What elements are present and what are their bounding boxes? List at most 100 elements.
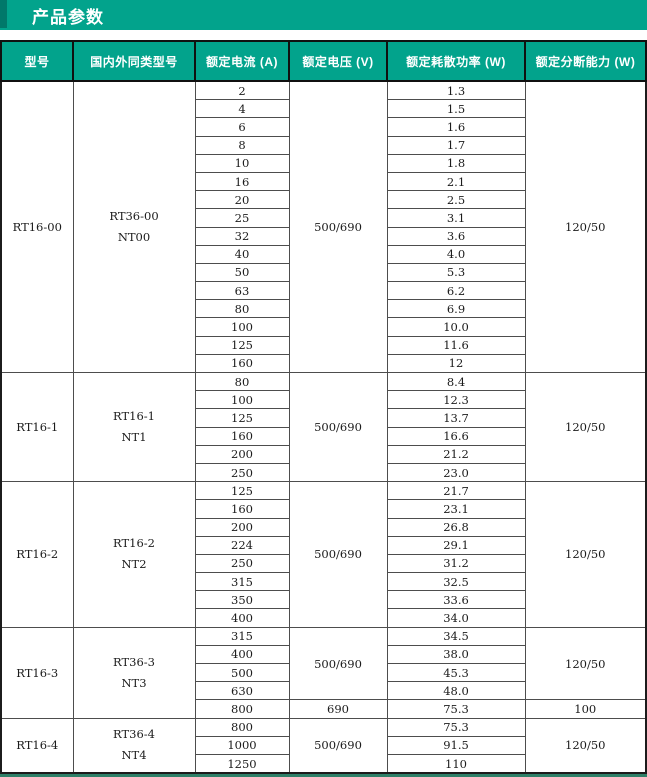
- column-header-breaking-capacity: 额定分断能力 (W): [524, 40, 647, 82]
- column-header-equivalent: 国内外同类型号: [72, 40, 196, 82]
- power-dissipation-cell: 11.6: [386, 335, 526, 355]
- table-row: 400 34.0: [1, 608, 646, 628]
- power-dissipation-cell: 75.3: [386, 717, 526, 737]
- rated-current-cell: 250: [194, 553, 290, 574]
- rated-current-cell: 100: [194, 390, 290, 410]
- rated-current-cell: 63: [194, 281, 290, 301]
- table-row: 4 1.5: [1, 99, 646, 119]
- table-row: RT16-4 RT36-4 NT4 800 500/690 75.3 120/50: [0, 717, 647, 774]
- power-dissipation-cell: 45.3: [386, 662, 526, 683]
- model-cell: RT16-00: [0, 80, 74, 373]
- table-row: 20 2.5: [1, 190, 646, 210]
- rated-current-cell: 125: [194, 481, 290, 501]
- column-header-model: 型号: [0, 40, 74, 82]
- power-dissipation-cell: 75.3: [386, 699, 526, 719]
- table-row: 160 12: [1, 353, 646, 374]
- rated-current-cell: 125: [194, 408, 290, 428]
- table-row: 800 690 75.3 100: [1, 699, 647, 719]
- rated-current-cell: 80: [194, 371, 290, 392]
- power-dissipation-cell: 48.0: [386, 681, 526, 701]
- power-dissipation-cell: 34.0: [386, 608, 526, 628]
- page-title: 产品参数: [32, 7, 104, 27]
- table-row: 200 21.2: [1, 444, 646, 464]
- breaking-capacity-cell: 100: [524, 699, 647, 719]
- power-dissipation-cell: 6.9: [386, 299, 526, 319]
- power-dissipation-cell: 1.7: [386, 135, 526, 155]
- power-dissipation-cell: 2.5: [386, 190, 526, 210]
- model-cell: RT16-4: [0, 717, 74, 774]
- power-dissipation-cell: 26.8: [386, 517, 526, 537]
- rated-current-cell: 100: [194, 317, 290, 337]
- table-row: RT16-2 RT16-2 NT2 125 500/690 21.7 120/50: [0, 481, 647, 628]
- rated-current-cell: 125: [194, 335, 290, 355]
- equivalent-model-line: RT16-2: [113, 536, 155, 551]
- table-row: 250 31.2: [1, 553, 646, 574]
- rated-current-cell: 400: [194, 644, 290, 665]
- power-dissipation-cell: 23.1: [386, 499, 526, 519]
- power-dissipation-cell: 4.0: [386, 244, 526, 264]
- rated-current-cell: 800: [194, 717, 290, 737]
- power-dissipation-cell: 91.5: [386, 735, 526, 755]
- power-dissipation-cell: 110: [386, 753, 526, 774]
- power-dissipation-cell: 13.7: [386, 408, 526, 428]
- equivalent-model-cell: RT16-2 NT2: [72, 481, 196, 628]
- table-row: 400 38.0: [1, 644, 646, 665]
- column-header-rated-current: 额定电流 (A): [194, 40, 290, 82]
- power-dissipation-cell: 23.0: [386, 462, 526, 483]
- power-dissipation-cell: 1.3: [386, 80, 526, 101]
- breaking-capacity-cell: 120/50: [524, 80, 647, 373]
- rated-current-cell: 800: [194, 699, 290, 719]
- power-dissipation-cell: 12.3: [386, 390, 526, 410]
- power-dissipation-cell: 21.2: [386, 444, 526, 464]
- rated-current-cell: 160: [194, 426, 290, 446]
- table-row: 63 6.2: [1, 281, 646, 301]
- rated-current-cell: 80: [194, 299, 290, 319]
- equivalent-model-line: RT36-3: [113, 654, 155, 669]
- rated-current-cell: 630: [194, 681, 290, 701]
- table-body: RT16-00 RT36-00 NT00 2 500/690 1.3 120/50 4 1.5 6…: [0, 80, 647, 774]
- section-title-bar: 产品参数: [0, 0, 647, 30]
- rated-current-cell: 500: [194, 662, 290, 683]
- rated-current-cell: 200: [194, 517, 290, 537]
- equivalent-model-line: NT1: [121, 430, 147, 445]
- power-dissipation-cell: 31.2: [386, 553, 526, 574]
- equivalent-model-cell: RT16-1 NT1: [72, 371, 196, 483]
- equivalent-model-line: RT36-4: [113, 727, 155, 742]
- rated-voltage-cell: 500/690: [288, 481, 388, 628]
- rated-current-cell: 8: [194, 135, 290, 155]
- equivalent-model-cell: RT36-4 NT4: [72, 717, 196, 774]
- table-row: 32 3.6: [1, 226, 646, 246]
- table-row: 224 29.1: [1, 535, 646, 555]
- rated-current-cell: 200: [194, 444, 290, 464]
- title-accent-block: [0, 0, 7, 28]
- column-header-rated-voltage: 额定电压 (V): [288, 40, 388, 82]
- power-dissipation-cell: 8.4: [386, 371, 526, 392]
- table-row: 350 33.6: [1, 590, 646, 610]
- table-row: 50 5.3: [1, 262, 646, 283]
- table-row: 125 13.7: [1, 408, 646, 428]
- table-row: 6 1.6: [1, 117, 646, 137]
- table-row: 100 10.0: [1, 317, 646, 337]
- equivalent-model-line: NT2: [121, 557, 147, 572]
- power-dissipation-cell: 3.6: [386, 226, 526, 246]
- rated-current-cell: 250: [194, 462, 290, 483]
- rated-voltage-cell: 500/690: [288, 626, 388, 701]
- power-dissipation-cell: 32.5: [386, 572, 526, 592]
- power-dissipation-cell: 10.0: [386, 317, 526, 337]
- power-dissipation-cell: 5.3: [386, 262, 526, 283]
- model-cell: RT16-2: [0, 481, 74, 628]
- power-dissipation-cell: 38.0: [386, 644, 526, 665]
- rated-current-cell: 20: [194, 190, 290, 210]
- breaking-capacity-cell: 120/50: [524, 371, 647, 483]
- power-dissipation-cell: 12: [386, 353, 526, 374]
- power-dissipation-cell: 16.6: [386, 426, 526, 446]
- table-row: 25 3.1: [1, 208, 646, 228]
- model-cell: RT16-3: [0, 626, 74, 719]
- power-dissipation-cell: 1.8: [386, 153, 526, 173]
- rated-voltage-cell: 690: [288, 699, 388, 719]
- table-row: 160 16.6: [1, 426, 646, 446]
- spacer: [0, 30, 647, 40]
- rated-current-cell: 6: [194, 117, 290, 137]
- table-row: 315 32.5: [1, 572, 646, 592]
- rated-current-cell: 160: [194, 499, 290, 519]
